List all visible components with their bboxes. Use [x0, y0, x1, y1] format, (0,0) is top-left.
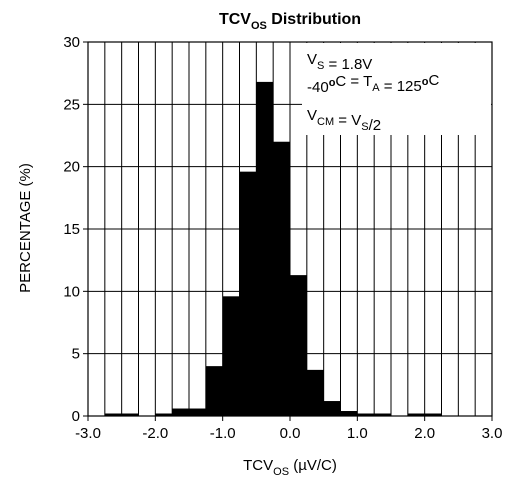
histogram-bars — [104, 81, 442, 416]
histogram-bar — [273, 141, 290, 416]
histogram-bar — [407, 413, 425, 416]
histogram-bar — [424, 413, 442, 416]
histogram-bar — [172, 408, 189, 416]
histogram-bar — [323, 401, 341, 416]
x-tick-label: 2.0 — [414, 425, 435, 442]
histogram-bar — [189, 408, 206, 416]
x-tick-label: 3.0 — [482, 425, 503, 442]
legend-box — [302, 43, 491, 135]
x-tick-label: -1.0 — [210, 425, 236, 442]
x-tick-label: 0.0 — [280, 425, 301, 442]
chart-title: TCVOS Distribution — [219, 11, 361, 32]
x-axis-label: TCVOS (µV/C) — [243, 457, 337, 478]
histogram-bar — [256, 81, 274, 416]
y-tick-label: 10 — [63, 283, 80, 300]
histogram-bar — [121, 413, 139, 416]
y-tick-label: 5 — [72, 346, 80, 363]
histogram-bar — [306, 369, 324, 416]
y-tick-label: 15 — [63, 221, 80, 238]
histogram-bar — [357, 413, 375, 416]
x-tick-label: 1.0 — [347, 425, 368, 442]
histogram-bar — [155, 413, 173, 416]
histogram-bar — [205, 366, 223, 416]
histogram-bar — [104, 413, 122, 416]
legend-condition-text: VCM = VS/2 — [307, 107, 381, 134]
legend-condition-text: VS = 1.8V — [307, 51, 372, 73]
axes: 0 5 10 15 20 25 30 -3.0 -2.0 -1.0 0.0 1.0 2.0 3.0 — [63, 34, 502, 442]
y-tick-label: 30 — [63, 34, 80, 51]
y-axis-label: PERCENTAGE (%) — [17, 163, 34, 293]
x-tick-label: -3.0 — [75, 425, 101, 442]
histogram-bar — [239, 171, 257, 416]
legend-condition-text: -40oC = TA = 125oC — [307, 72, 439, 96]
y-tick-label: 20 — [63, 159, 80, 176]
histogram-bar — [374, 413, 391, 416]
histogram-bar — [290, 275, 307, 416]
x-tick-label: -2.0 — [142, 425, 168, 442]
y-tick-label: 0 — [72, 408, 80, 425]
histogram-bar — [340, 411, 358, 416]
histogram-bar — [222, 296, 240, 416]
y-tick-label: 25 — [63, 96, 80, 113]
conditions-legend: VS = 1.8V-40oC = TA = 125oC VCM = VS/2 — [302, 43, 491, 135]
